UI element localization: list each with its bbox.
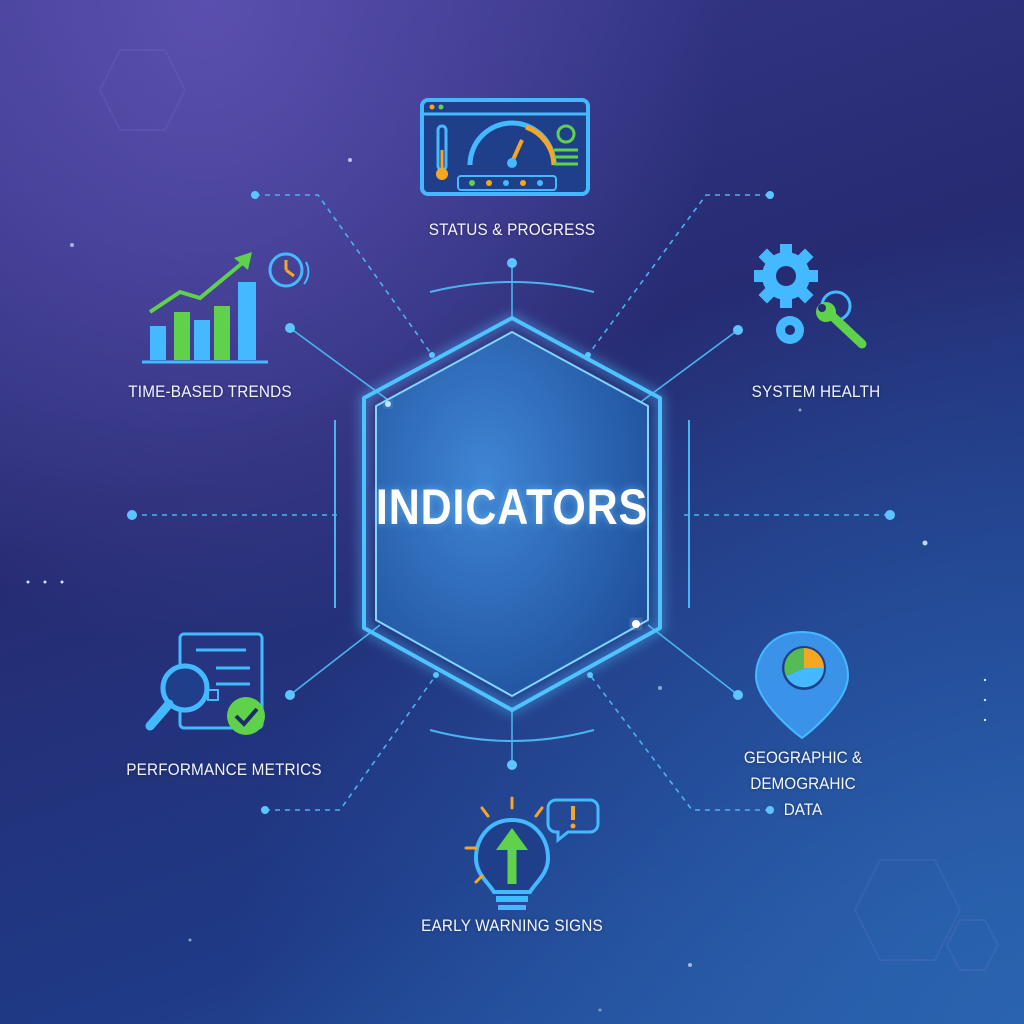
- magnifier-checklist-icon: [145, 632, 265, 735]
- geographic-label-line1: GEOGRAPHIC & DEMOGRAHIC: [743, 748, 863, 793]
- geographic-label-line2: DATA: [783, 800, 823, 819]
- early-warning-signs-label: EARLY WARNING SIGNS: [421, 916, 603, 935]
- map-pin-pie-icon: [754, 630, 850, 740]
- growth-chart-icon: [142, 252, 310, 364]
- geographic-demographic-label: GEOGRAPHIC & DEMOGRAHIC DATA: [680, 745, 926, 823]
- connector-lines: [132, 194, 890, 811]
- connector-nodes: [127, 191, 895, 814]
- center-hexagon: [334, 281, 690, 742]
- time-based-trends-label: TIME-BASED TRENDS: [128, 382, 292, 401]
- bg-star-dots: [26, 158, 987, 1012]
- center-title: INDICATORS: [375, 479, 649, 535]
- lightbulb-alert-icon: [464, 796, 600, 910]
- dashboard-gauge-icon: [420, 98, 590, 196]
- performance-metrics-label: PERFORMANCE METRICS: [126, 760, 322, 779]
- status-progress-label: STATUS & PROGRESS: [428, 220, 596, 239]
- bg-decor-hexagons: [98, 49, 1000, 971]
- system-health-label: SYSTEM HEALTH: [751, 382, 881, 401]
- gears-wrench-icon: [754, 244, 867, 349]
